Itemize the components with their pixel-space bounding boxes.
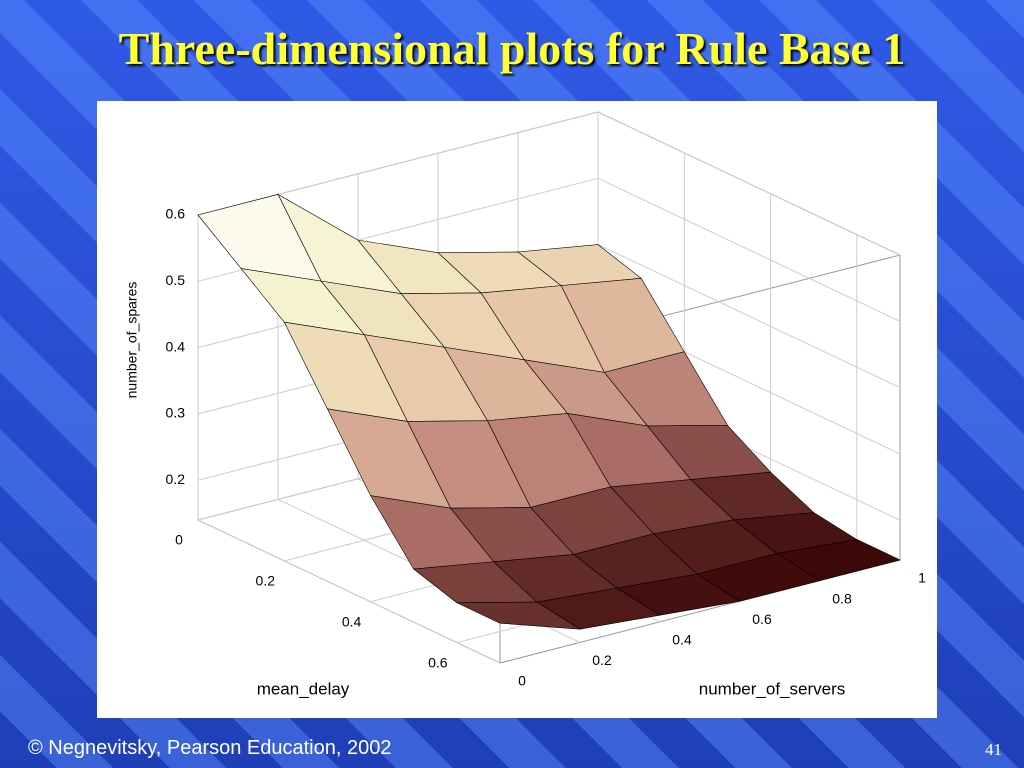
y-tick-label: 0.2 <box>592 652 612 668</box>
z-tick-label: 0.4 <box>166 338 186 354</box>
z-tick-label: 0.3 <box>166 405 186 421</box>
y-tick-label: 0.6 <box>752 611 772 627</box>
y-tick-label: 0 <box>518 673 526 689</box>
x-tick-label: 0 <box>175 532 183 548</box>
y-tick-label: 0.4 <box>672 632 692 648</box>
y-axis-label: number_of_servers <box>699 679 845 698</box>
grid-line <box>597 177 901 322</box>
z-axis-label: number_of_spares <box>124 282 140 399</box>
x-tick-label: 0.2 <box>256 573 276 589</box>
y-tick-label: 0.8 <box>832 590 852 606</box>
footer: © Negnevitsky, Pearson Education, 2002 <box>28 737 392 759</box>
y-tick-label: 1 <box>918 570 926 586</box>
chart: mean_delay number_of_servers number_of_s… <box>97 101 937 718</box>
grid-line <box>597 111 901 256</box>
x-tick-label: 0.4 <box>342 613 362 629</box>
grid-line <box>197 519 501 664</box>
x-tick-label: 0.6 <box>428 654 448 670</box>
surface-patch <box>456 601 581 630</box>
page-number: 41 <box>985 740 1002 759</box>
z-tick-label: 0.6 <box>166 206 186 222</box>
slide-title: Three-dimensional plots for Rule Base 1 <box>118 23 906 74</box>
z-tick-label: 0.2 <box>166 471 186 487</box>
z-tick-label: 0.5 <box>166 272 186 288</box>
grid-line <box>597 244 901 389</box>
x-axis-label: mean_delay <box>257 679 350 698</box>
